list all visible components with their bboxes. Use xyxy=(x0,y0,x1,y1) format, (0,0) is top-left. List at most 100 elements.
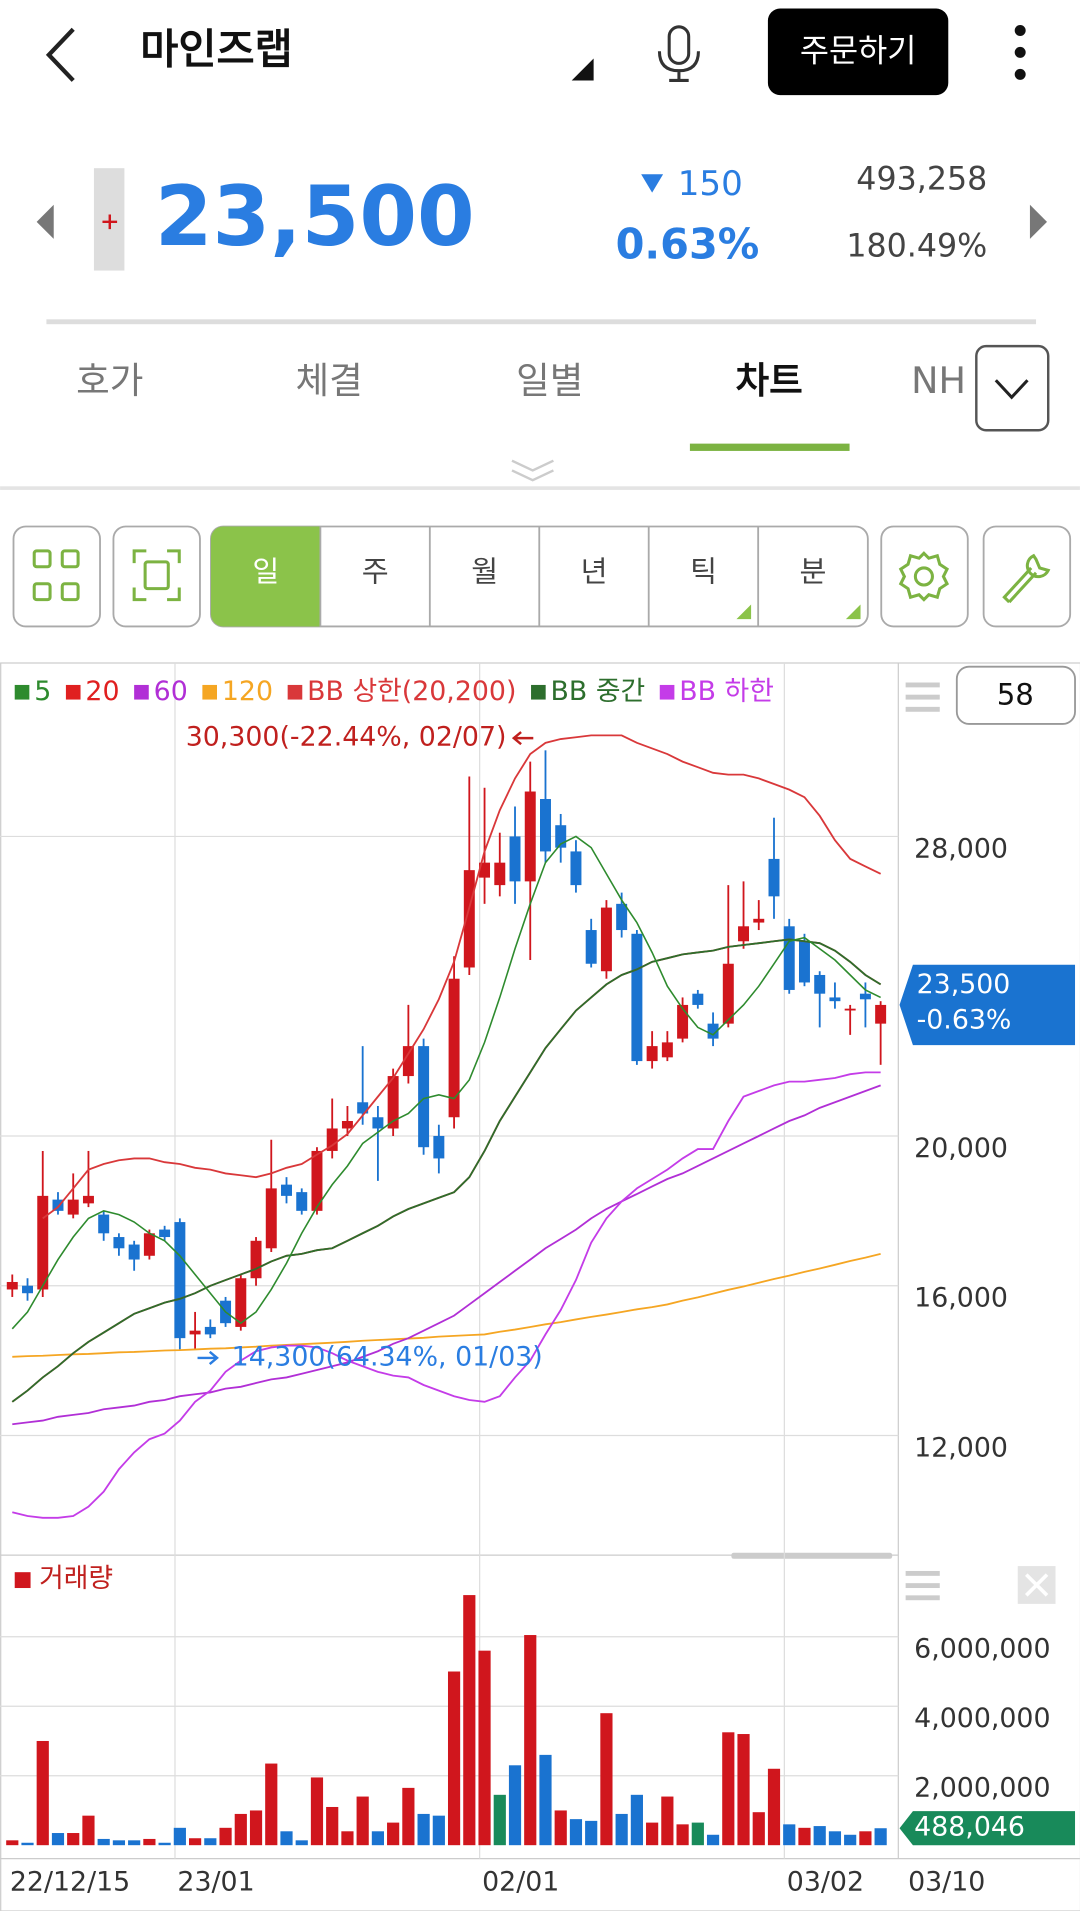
more-menu[interactable] xyxy=(1014,24,1026,80)
legend-swatch xyxy=(287,684,303,700)
order-button-label[interactable]: 주문하기 xyxy=(800,33,917,69)
legend-swatch xyxy=(659,684,675,700)
volume-bar xyxy=(722,1732,735,1846)
x-tick-label: 22/12/15 xyxy=(10,1866,130,1897)
period-option[interactable]: 주 xyxy=(362,554,389,588)
y-tick-label: 6,000,000 xyxy=(914,1634,1050,1665)
period-active xyxy=(210,526,321,627)
prev-stock[interactable] xyxy=(36,204,54,239)
current-price: 23,500 xyxy=(917,969,1011,1000)
candle-body xyxy=(341,1120,353,1129)
annotation: 14,300(64.34%, 01/03) xyxy=(232,1341,543,1372)
volume-menu[interactable] xyxy=(905,1570,940,1601)
indicator-line xyxy=(11,835,881,1330)
candle-body xyxy=(570,851,582,886)
volume-bar xyxy=(371,1831,384,1846)
annotation-arrow xyxy=(511,731,534,746)
scrollbar[interactable] xyxy=(731,1552,893,1559)
divider xyxy=(46,319,1037,325)
volume-bar xyxy=(554,1810,567,1846)
current-price-tag xyxy=(899,964,1076,1046)
candle-body xyxy=(143,1233,155,1256)
period-option[interactable]: 틱 xyxy=(690,554,717,588)
bar-count[interactable]: 58 xyxy=(997,677,1034,711)
candle-body xyxy=(98,1214,110,1234)
volume-bar xyxy=(783,1824,796,1846)
volume-bar xyxy=(97,1838,110,1846)
tab[interactable]: 일별 xyxy=(516,359,583,402)
expand-handle[interactable] xyxy=(511,459,554,482)
candle-body xyxy=(692,993,704,1005)
volume-bar xyxy=(798,1827,811,1846)
y-tick-label: 28,000 xyxy=(914,833,1008,864)
candle-body xyxy=(814,974,826,994)
volume-bar xyxy=(706,1834,720,1846)
period-option[interactable]: 일 xyxy=(252,554,279,588)
legend-label: 5 xyxy=(34,676,51,707)
tab[interactable]: NH xyxy=(911,359,966,402)
volume-bar xyxy=(447,1671,461,1846)
volume-bar xyxy=(767,1768,781,1846)
period-option[interactable]: 분 xyxy=(800,554,827,588)
tab[interactable]: 체결 xyxy=(296,359,363,402)
order-button[interactable] xyxy=(767,8,949,96)
y-tick-label: 20,000 xyxy=(914,1133,1008,1164)
candle-body xyxy=(189,1330,201,1335)
period-option[interactable]: 월 xyxy=(471,554,498,588)
legend-label: BB 중간 xyxy=(551,676,646,707)
stock-title[interactable]: 마인즈랩 xyxy=(140,25,292,73)
volume-bar xyxy=(310,1777,324,1846)
plot: 12,000 16,000 20,000 28,000 2,000,000 4,000,0… xyxy=(0,663,1076,1897)
volume-bar xyxy=(189,1838,202,1846)
volume-legend-swatch xyxy=(14,1572,31,1589)
current-change: -0.63% xyxy=(917,1004,1012,1035)
volume-bar xyxy=(143,1838,156,1846)
volume-bar xyxy=(813,1826,826,1846)
panel-menu[interactable] xyxy=(905,682,940,712)
candle-body xyxy=(433,1135,445,1159)
volume-bar xyxy=(356,1796,369,1846)
tab-dropdown[interactable] xyxy=(975,344,1050,432)
candle-body xyxy=(707,1023,719,1039)
layout-button[interactable] xyxy=(12,525,101,628)
period-option[interactable]: 년 xyxy=(581,554,608,588)
bar-count-box[interactable] xyxy=(955,665,1076,725)
candle-body xyxy=(753,918,765,923)
indicator-line xyxy=(12,1084,881,1426)
volume-bar xyxy=(249,1810,263,1846)
volume-bar xyxy=(112,1840,126,1846)
volume-bar xyxy=(539,1754,552,1846)
tab[interactable]: 차트 xyxy=(736,359,803,402)
tool-button[interactable] xyxy=(982,525,1072,628)
volume-bar xyxy=(615,1813,628,1846)
volume-bar xyxy=(661,1796,674,1846)
candle-body xyxy=(494,862,506,886)
legend-label: 60 xyxy=(154,676,188,707)
next-stock[interactable] xyxy=(1029,204,1047,239)
candle-body xyxy=(235,1278,247,1327)
candle-body xyxy=(585,930,597,964)
candle-body xyxy=(174,1222,186,1339)
indicator-line xyxy=(11,938,882,1403)
x-tick-label: 03/02 xyxy=(787,1866,864,1897)
legend-label: BB 상한(20,200) xyxy=(307,676,516,707)
submenu-indicator xyxy=(845,604,861,620)
legend-label: 20 xyxy=(85,676,119,707)
candle-body xyxy=(600,907,612,972)
close-icon xyxy=(1024,1573,1049,1597)
tab[interactable]: 호가 xyxy=(76,359,143,402)
candle-body xyxy=(844,1008,856,1011)
legend-swatch xyxy=(134,684,149,700)
volume-bar xyxy=(508,1765,522,1846)
settings-button[interactable] xyxy=(880,525,969,628)
fullscreen-button[interactable] xyxy=(112,525,201,628)
back-button[interactable] xyxy=(45,27,75,82)
volume-bar xyxy=(737,1734,750,1846)
mic-button[interactable] xyxy=(657,25,700,82)
x-tick-label: 02/01 xyxy=(482,1866,559,1897)
candle-body xyxy=(540,799,551,852)
candle-body xyxy=(387,1076,399,1129)
volume-bar xyxy=(36,1740,49,1846)
volume-bar xyxy=(859,1831,872,1846)
